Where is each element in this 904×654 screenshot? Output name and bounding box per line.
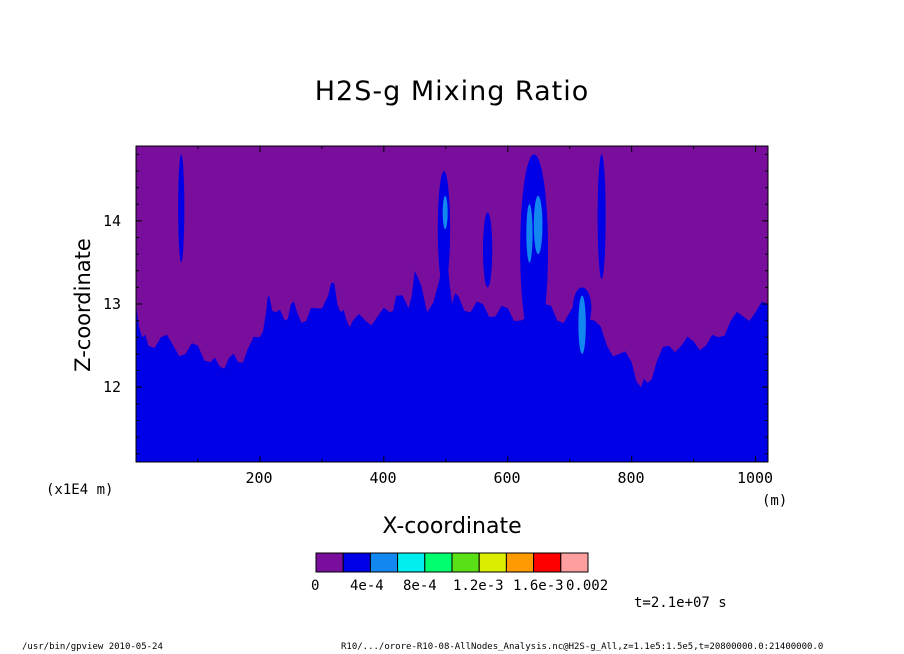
colorbar-label: 0.002 [566, 578, 609, 594]
colorbar-swatch [560, 552, 589, 573]
plot-area [136, 146, 768, 462]
contour-plume-9 [482, 212, 493, 288]
contour-plume-8 [597, 154, 606, 280]
colorbar-label: 1.2e-3 [453, 578, 504, 594]
x-axis-unit: (m) [762, 493, 788, 509]
colorbar-swatch [342, 552, 371, 573]
contour-plume-5 [533, 195, 543, 255]
y-tick-label: 12 [103, 378, 122, 396]
contour-level-1 [136, 237, 768, 462]
footer-program-info: /usr/bin/gpview 2010-05-24 [22, 642, 163, 652]
colorbar-label: 4e-4 [350, 578, 384, 594]
colorbar-swatch [533, 552, 562, 573]
y-tick-label: 13 [103, 295, 122, 313]
x-tick-label: 1000 [736, 469, 774, 487]
x-tick-label: 800 [617, 469, 645, 487]
contour-plume-2 [442, 195, 448, 230]
x-axis-label: X-coordinate [382, 514, 522, 539]
colorbar-swatch [505, 552, 535, 573]
colorbar-label: 0 [311, 578, 320, 594]
x-axis-scale-unit: (x1E4 m) [46, 482, 114, 498]
colorbar-swatch [451, 552, 480, 573]
y-tick-label: 14 [103, 212, 122, 230]
contour-plume-7 [578, 295, 586, 354]
colorbar-swatch [424, 552, 453, 573]
colorbar [315, 552, 589, 573]
contour-plume-0 [178, 154, 185, 263]
x-tick-label: 400 [369, 469, 397, 487]
contour-plume-3 [520, 154, 549, 346]
colorbar-swatch [315, 552, 344, 573]
colorbar-swatch [397, 552, 426, 573]
chart-title: H2S-g Mixing Ratio [314, 76, 590, 107]
footer-data-source: R10/.../orore-R10-08-AllNodes_Analysis.n… [341, 642, 824, 652]
time-label: t=2.1e+07 s [634, 595, 727, 611]
axis-ticks [136, 146, 768, 462]
colorbar-swatch [369, 552, 399, 573]
colorbar-label: 1.6e-3 [513, 578, 564, 594]
x-tick-label: 600 [493, 469, 521, 487]
contour-plume-1 [437, 170, 451, 288]
colorbar-label: 8e-4 [403, 578, 437, 594]
contour-plume-4 [526, 204, 533, 263]
y-axis-label: Z-coordinate [71, 238, 95, 372]
colorbar-swatch [478, 552, 507, 573]
x-tick-label: 200 [245, 469, 273, 487]
